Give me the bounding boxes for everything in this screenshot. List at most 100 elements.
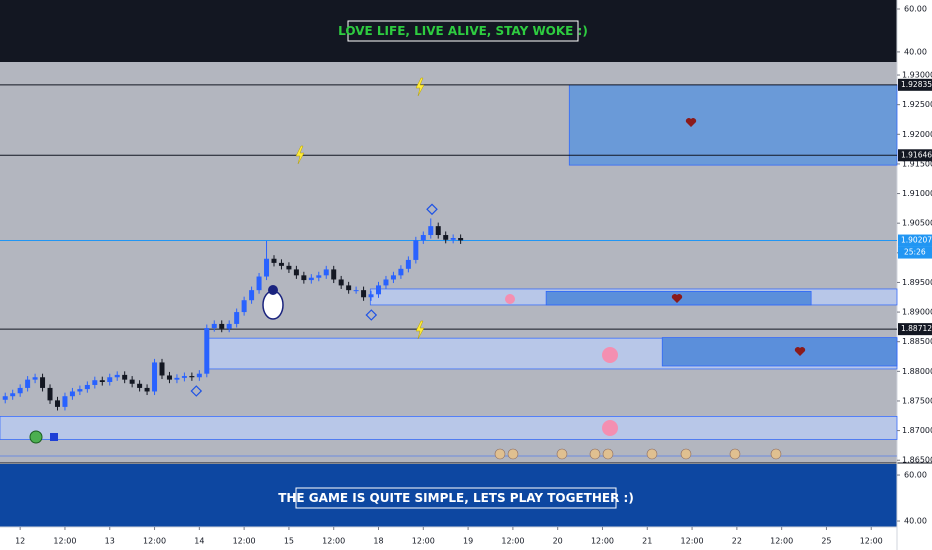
- y-tick-label: 1.89000: [902, 308, 932, 317]
- event-icon: [602, 448, 614, 460]
- smiley-icon: [29, 430, 43, 444]
- zone: [568, 84, 898, 166]
- candle-body: [32, 377, 38, 380]
- event-icon: [680, 448, 692, 460]
- banner-box: [347, 20, 579, 42]
- candle-body: [435, 226, 441, 236]
- candle-body: [129, 379, 135, 384]
- candles: [2, 218, 464, 411]
- y-tick-label: 1.88000: [902, 367, 932, 376]
- candle-body: [293, 269, 299, 276]
- y-tick-label: 1.88500: [902, 337, 932, 346]
- x-tick-label: 12:00: [412, 537, 435, 546]
- candle-body: [99, 380, 105, 382]
- x-tick-label: 18: [373, 537, 383, 546]
- x-tick-label: 12:00: [322, 537, 345, 546]
- event-icon: [507, 448, 519, 460]
- candle-body: [420, 235, 426, 241]
- x-tick-label: 13: [105, 537, 115, 546]
- price-axis: [897, 0, 932, 550]
- candle-body: [249, 290, 255, 301]
- crosshair-icon: [426, 203, 438, 216]
- time-axis: [0, 527, 897, 550]
- candle-body: [405, 259, 411, 269]
- candle-body: [152, 362, 158, 392]
- candle-body: [241, 300, 247, 313]
- event-icon: [646, 448, 658, 460]
- candle-body: [122, 374, 128, 380]
- candle-body: [361, 290, 367, 298]
- top-banner: LOVE LIFE, LIVE ALIVE, STAY WOKE :): [338, 24, 588, 38]
- candle-body: [189, 376, 195, 378]
- puzzle-icon: [50, 433, 58, 441]
- level-label-bg: [898, 234, 932, 247]
- y-tick-label: 60.00: [904, 471, 927, 480]
- y-tick-label: 1.91500: [902, 159, 932, 168]
- candle-body: [174, 377, 180, 380]
- penguin-body: [262, 290, 284, 320]
- x-tick-label: 25: [821, 537, 831, 546]
- candle-body: [450, 238, 456, 240]
- level-label: 1.90207: [901, 236, 932, 245]
- heart-icon: [671, 294, 683, 303]
- candle-body: [107, 377, 113, 382]
- lightning-icons: [295, 77, 425, 340]
- penguin-icon: [262, 285, 284, 320]
- crosshair-icons: [190, 203, 438, 397]
- x-tick-label: 22: [732, 537, 742, 546]
- candle-body: [398, 268, 404, 276]
- x-tick-label: 12:00: [501, 537, 524, 546]
- crosshair-icon: [365, 309, 378, 321]
- candle-body: [271, 258, 277, 263]
- candle-body: [47, 387, 53, 401]
- y-tick-label: 1.87500: [902, 396, 932, 405]
- x-tick-label: 12:00: [591, 537, 614, 546]
- level-label: 1.92835: [901, 80, 932, 89]
- event-icon: [770, 448, 782, 460]
- candle-body: [219, 323, 225, 329]
- candle-body: [413, 240, 419, 260]
- candle-body: [331, 269, 337, 280]
- candle-body: [428, 226, 434, 236]
- candle-body: [114, 374, 120, 378]
- candle-body: [17, 387, 23, 394]
- x-tick-label: 12:00: [53, 537, 76, 546]
- candle-body: [211, 323, 217, 329]
- x-tick-label: 21: [642, 537, 652, 546]
- candle-body: [25, 379, 31, 388]
- y-tick-label: 1.90500: [902, 219, 932, 228]
- heart-icon: [794, 347, 806, 356]
- levels: [0, 84, 897, 330]
- candle-body: [204, 328, 210, 374]
- candle-body: [40, 377, 46, 388]
- y-tick-label: 1.86500: [902, 456, 932, 465]
- pig-icon: [602, 420, 618, 436]
- candle-body: [346, 285, 352, 291]
- x-tick-label: 15: [284, 537, 294, 546]
- candle-body: [234, 312, 240, 324]
- candle-body: [92, 380, 98, 385]
- x-tick-label: 19: [463, 537, 473, 546]
- candle-body: [323, 269, 329, 276]
- candle-body: [181, 376, 187, 378]
- y-tick-label: 40.00: [904, 517, 927, 526]
- candle-body: [2, 396, 8, 400]
- candle-body: [458, 238, 464, 241]
- candle-body: [383, 279, 389, 286]
- candle-body: [62, 396, 68, 407]
- candle-body: [443, 235, 449, 240]
- candle-body: [286, 265, 292, 270]
- bottom-panel: [0, 464, 897, 527]
- pig-icons: [505, 294, 618, 436]
- x-tick-label: 12:00: [681, 537, 704, 546]
- countdown: 25:26: [904, 248, 926, 257]
- x-tick-label: 20: [553, 537, 563, 546]
- level-label-bg: [898, 78, 932, 91]
- banner-box: [295, 487, 617, 509]
- candle-body: [264, 258, 270, 277]
- pig-icon: [505, 294, 515, 304]
- y-tick-label: 1.91000: [902, 189, 932, 198]
- heart-icons: [671, 118, 806, 356]
